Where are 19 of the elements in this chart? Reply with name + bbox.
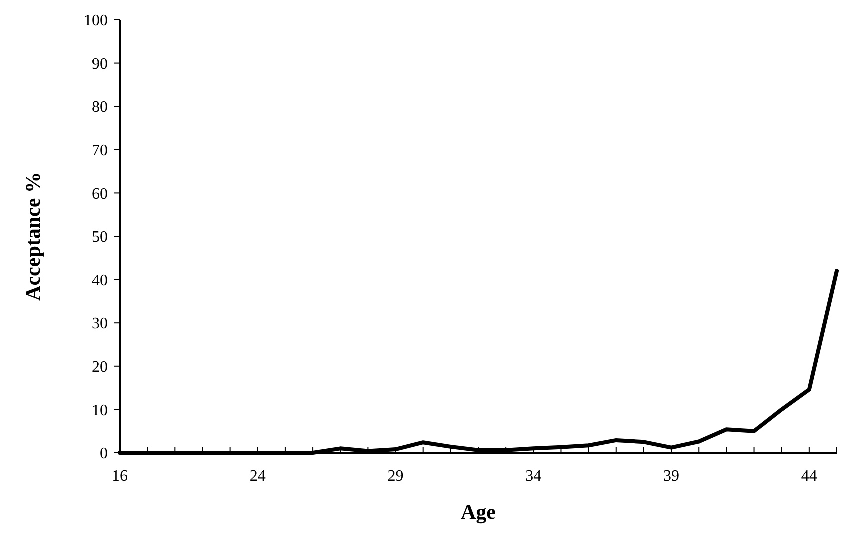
x-tick-label: 24 bbox=[250, 468, 266, 485]
y-tick-label: 70 bbox=[92, 142, 108, 160]
x-tick-label: 34 bbox=[526, 468, 542, 485]
y-tick-label: 30 bbox=[92, 316, 108, 333]
y-tick-label: 40 bbox=[92, 272, 108, 290]
y-tick-label: 0 bbox=[100, 446, 108, 463]
y-tick-label: 100 bbox=[84, 12, 108, 30]
x-axis-title: Age bbox=[461, 500, 496, 524]
y-tick-label: 10 bbox=[92, 402, 108, 420]
y-tick-label: 80 bbox=[92, 99, 108, 116]
x-tick-label: 39 bbox=[664, 468, 680, 485]
y-tick-label: 50 bbox=[92, 229, 108, 246]
y-tick-label: 60 bbox=[92, 186, 108, 203]
x-tick-label: 16 bbox=[112, 468, 128, 485]
y-tick-label: 90 bbox=[92, 56, 108, 73]
x-tick-label: 44 bbox=[801, 468, 818, 485]
x-tick-label: 29 bbox=[388, 468, 404, 485]
y-tick-label: 20 bbox=[92, 359, 108, 376]
y-axis-title: Acceptance % bbox=[21, 172, 45, 301]
